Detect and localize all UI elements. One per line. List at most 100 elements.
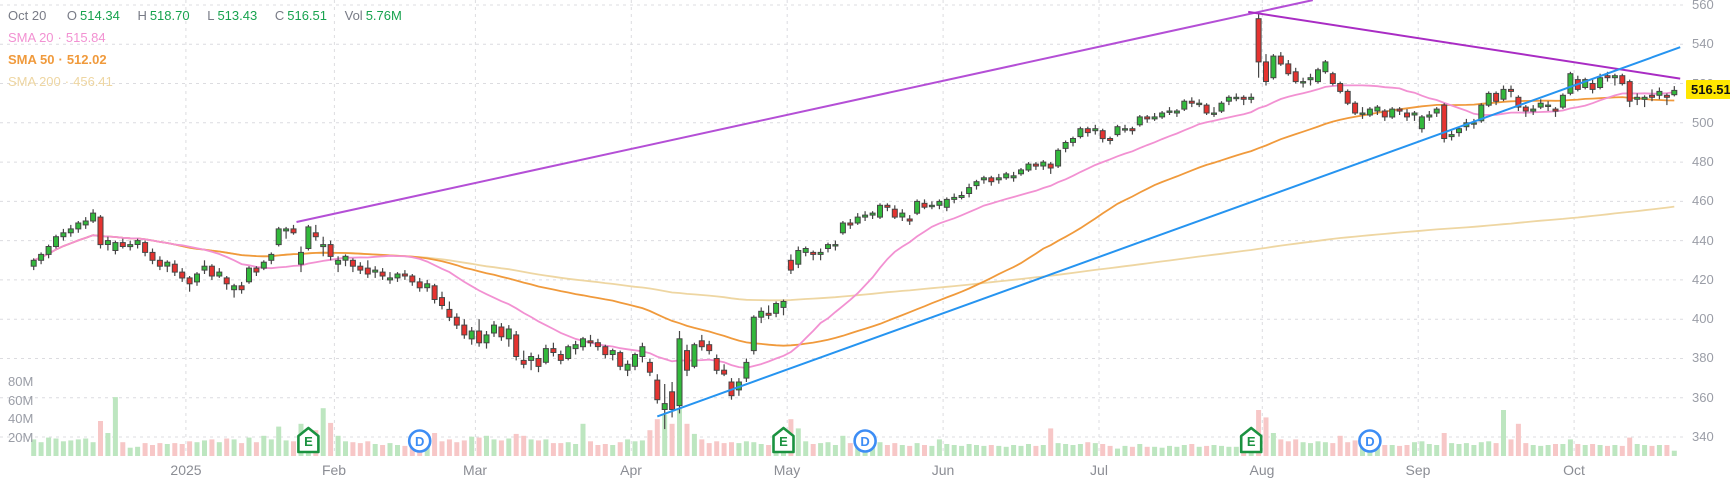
volume-bar [1642,445,1648,456]
volume-bar [1167,445,1172,456]
volume-bar [1129,446,1135,456]
month-label: Apr [620,462,642,478]
volume-bar [1463,443,1469,456]
candle-body [921,202,928,208]
candle-body [1166,110,1173,113]
candle-body [431,285,438,300]
volume-bar [187,441,193,456]
volume-bar [1515,423,1521,456]
volume-bar [536,440,541,456]
volume-bar [194,442,200,456]
candle-body [1003,173,1010,179]
sma-200-line[interactable] [33,205,1675,302]
volume-bar [172,443,178,456]
candle-body [1634,96,1641,100]
volume-bar [1085,442,1091,456]
price-axis-label: 460 [1692,193,1714,208]
candle-body [839,222,846,234]
trendline[interactable] [656,46,1681,418]
volume-bar [320,408,326,456]
candle-body [1597,77,1604,88]
candle-body [1589,83,1596,90]
volume-bar [1233,446,1239,456]
volume-bar [573,444,579,456]
volume-bar [150,445,155,456]
candle-body [669,391,676,410]
volume-bar [216,442,222,456]
month-label: Feb [321,462,347,478]
candle-body [691,344,698,367]
volume-bar [1419,441,1425,456]
candle-body [572,344,579,350]
volume-bar [922,445,927,456]
candle-body [1315,69,1321,83]
earnings-badge[interactable]: E [297,426,320,454]
candle-body [535,358,542,367]
earnings-badge[interactable]: E [1239,426,1263,454]
candle-body [357,265,364,271]
dividend-badge[interactable]: D [407,429,432,453]
sma-50-line[interactable] [33,96,1675,347]
candle-body [1322,61,1329,73]
candle-body [869,212,876,216]
trendline[interactable] [296,0,1314,223]
volume-bar [246,437,252,456]
sma50-name: SMA 50 [8,52,55,67]
candle-body [550,348,557,354]
candle-body [988,177,995,183]
volume-bar [1322,442,1328,456]
volume-bar [550,443,556,456]
volume-bar [446,439,452,456]
volume-bar [454,442,460,456]
candle-body [1344,90,1351,104]
earnings-badge[interactable]: E [772,426,795,454]
volume-bar [684,423,690,456]
sma200-legend[interactable]: SMA 200 · 456.41 [8,74,113,89]
dividend-badge[interactable]: D [1358,429,1382,453]
volume-bar [105,433,111,456]
volume-bar [847,443,853,456]
month-label: Sep [1405,462,1431,478]
candle-body [825,244,831,250]
volume-bar [1530,445,1536,456]
volume-bar [1337,435,1343,456]
candle-body [758,310,765,318]
candle-body [684,350,690,371]
sma50-legend[interactable]: SMA 50 · 512.02 [8,52,107,67]
candle-body [201,265,208,271]
trendline[interactable] [1248,10,1681,80]
volume-bar [1389,445,1395,456]
volume-bar [1270,433,1276,456]
candle-body [817,251,824,255]
candle-body [1396,108,1403,112]
candle-body [1203,104,1210,114]
volume-bar [595,445,601,456]
volume-bar [1226,446,1232,456]
volume-bar [1493,443,1499,456]
candle-body [1062,142,1069,149]
high-key: H [137,8,147,23]
candle-body [253,267,260,273]
price-axis-label: 420 [1692,272,1714,287]
volume-bar [1137,444,1143,456]
volume-bar [588,441,593,456]
sma20-legend[interactable]: SMA 20 · 515.84 [8,30,106,45]
volume-bar [766,445,772,456]
volume-bar [810,444,816,456]
volume-bar [142,443,148,456]
dividend-badge[interactable]: D [853,429,877,453]
candle-body [1010,175,1017,179]
candle-body [1025,163,1032,171]
candle-body [1441,104,1448,139]
volume-bar [209,439,215,456]
candle-body [936,200,943,206]
volume-bar [68,440,74,456]
candle-body [951,196,958,200]
volume-bar [1211,445,1217,456]
sma-20-line[interactable] [33,84,1675,369]
candle-body [60,232,67,238]
candle-body [1285,63,1292,75]
candle-body [476,330,483,344]
volume-bar [60,441,66,456]
